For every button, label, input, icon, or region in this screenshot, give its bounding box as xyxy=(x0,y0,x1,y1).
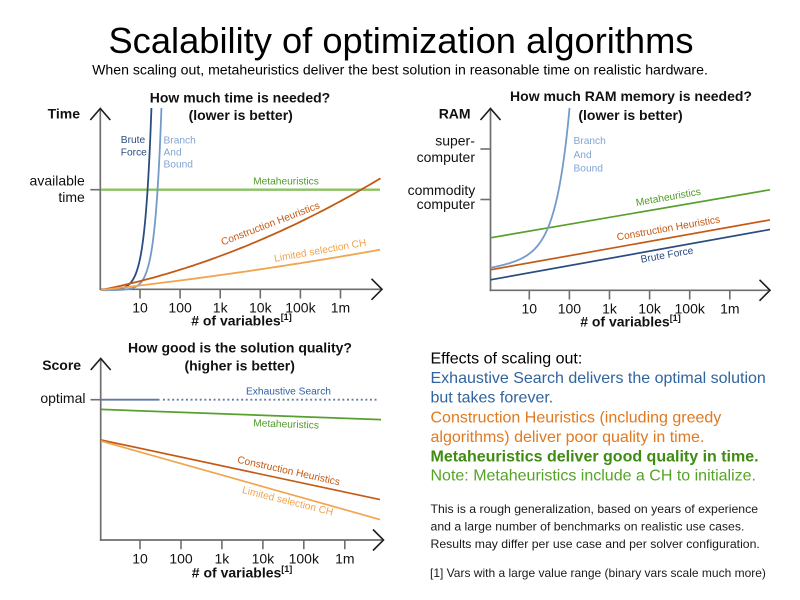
svg-text:How much RAM memory is needed?: How much RAM memory is needed? xyxy=(510,88,752,104)
svg-text:1k: 1k xyxy=(213,300,229,316)
svg-text:algorithms) deliver poor quali: algorithms) deliver poor quality in time… xyxy=(431,429,705,446)
svg-text:super-: super- xyxy=(435,132,475,148)
svg-text:100k: 100k xyxy=(675,301,706,317)
svg-text:100k: 100k xyxy=(289,551,320,567)
svg-text:1k: 1k xyxy=(215,551,231,567)
svg-text:optimal: optimal xyxy=(40,390,85,406)
svg-text:(higher is better): (higher is better) xyxy=(184,358,294,374)
svg-text:100k: 100k xyxy=(285,300,316,316)
svg-text:And: And xyxy=(574,150,592,161)
svg-text:10k: 10k xyxy=(638,301,662,317)
svg-text:Scalability of optimization al: Scalability of optimization algorithms xyxy=(108,20,693,61)
svg-text:Construction Heuristics (inclu: Construction Heuristics (including greed… xyxy=(431,409,722,426)
svg-text:How much time is needed?: How much time is needed? xyxy=(150,90,330,106)
svg-text:Brute: Brute xyxy=(121,135,146,146)
svg-text:When scaling out, metaheuristi: When scaling out, metaheuristics deliver… xyxy=(92,62,708,78)
svg-text:1k: 1k xyxy=(602,301,618,317)
svg-text:computer: computer xyxy=(417,149,476,165)
svg-text:available: available xyxy=(30,173,85,189)
svg-text:and a large number of benchmar: and a large number of benchmarks on real… xyxy=(431,520,745,534)
svg-text:10: 10 xyxy=(522,301,538,317)
svg-text:100: 100 xyxy=(168,300,192,316)
svg-text:10: 10 xyxy=(132,551,148,567)
svg-text:Score: Score xyxy=(42,357,81,373)
svg-text:(lower is better): (lower is better) xyxy=(578,107,682,123)
svg-text:100: 100 xyxy=(169,551,193,567)
svg-text:10k: 10k xyxy=(249,300,273,316)
svg-text:Note: Metaheuristics include a: Note: Metaheuristics include a CH to ini… xyxy=(431,468,756,485)
svg-text:but takes forever.: but takes forever. xyxy=(431,390,554,407)
svg-text:Exhaustive Search: Exhaustive Search xyxy=(246,386,331,397)
svg-text:computer: computer xyxy=(417,196,476,212)
svg-text:1m: 1m xyxy=(720,301,739,317)
svg-text:Force: Force xyxy=(121,147,147,158)
svg-text:Branch: Branch xyxy=(574,136,606,147)
svg-text:# of variables[1]: # of variables[1] xyxy=(192,564,293,581)
svg-text:RAM: RAM xyxy=(439,106,471,122)
svg-text:1m: 1m xyxy=(331,300,350,316)
svg-text:100: 100 xyxy=(558,301,582,317)
svg-text:Metaheuristics deliver good qu: Metaheuristics deliver good quality in t… xyxy=(431,448,759,465)
svg-text:Metaheuristics: Metaheuristics xyxy=(253,418,319,431)
svg-text:10: 10 xyxy=(132,300,148,316)
svg-text:1m: 1m xyxy=(335,551,354,567)
svg-text:time: time xyxy=(58,189,85,205)
svg-text:# of variables[1]: # of variables[1] xyxy=(191,312,292,329)
svg-text:Results may differ per use cas: Results may differ per use case and per … xyxy=(431,537,760,551)
svg-text:Branch: Branch xyxy=(164,135,196,146)
svg-text:commodity: commodity xyxy=(408,182,476,198)
svg-text:10k: 10k xyxy=(252,551,276,567)
svg-text:How good is the solution quali: How good is the solution quality? xyxy=(128,340,352,356)
svg-text:Metaheuristics: Metaheuristics xyxy=(253,176,319,187)
svg-text:And: And xyxy=(164,147,182,158)
svg-text:[1] Vars with a large value ra: [1] Vars with a large value range (binar… xyxy=(430,566,766,580)
svg-text:Bound: Bound xyxy=(574,164,604,175)
svg-text:This is a rough generalization: This is a rough generalization, based on… xyxy=(431,502,759,516)
svg-text:Effects of scaling out:: Effects of scaling out: xyxy=(431,350,583,367)
svg-text:Time: Time xyxy=(48,106,81,122)
svg-text:Bound: Bound xyxy=(164,160,194,171)
svg-text:(lower is better): (lower is better) xyxy=(189,107,293,123)
svg-text:Exhaustive Search delivers the: Exhaustive Search delivers the optimal s… xyxy=(431,370,766,387)
svg-text:# of variables[1]: # of variables[1] xyxy=(580,313,681,330)
